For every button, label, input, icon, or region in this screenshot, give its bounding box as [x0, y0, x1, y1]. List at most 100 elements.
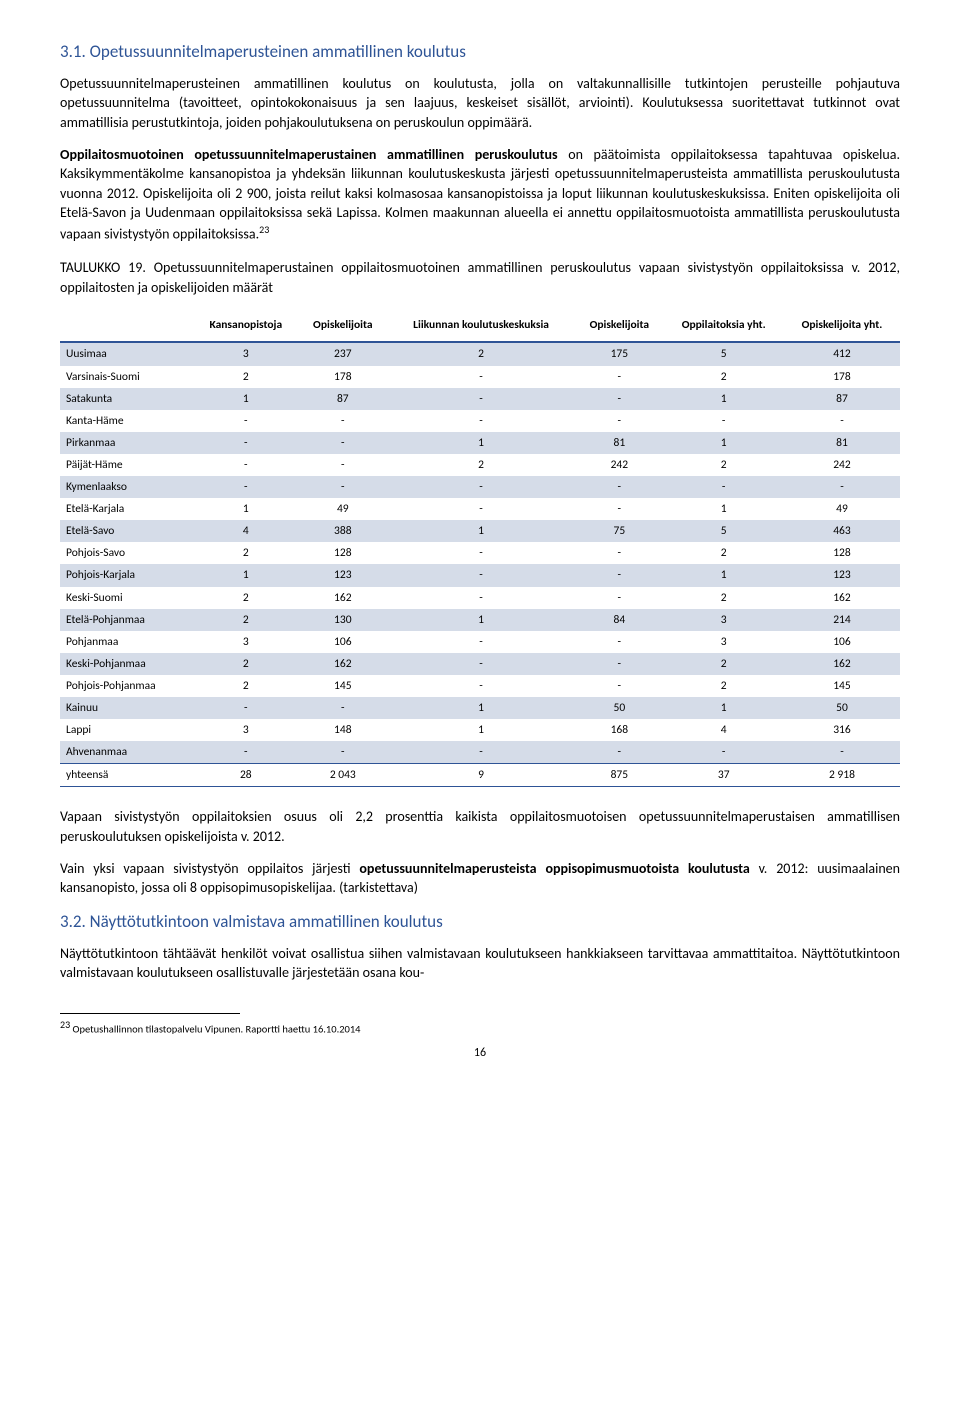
table-cell: 2: [193, 587, 299, 609]
table-row: Uusimaa323721755412: [60, 342, 900, 365]
table-cell: Uusimaa: [60, 342, 193, 365]
table-cell: 3: [193, 719, 299, 741]
table-cell: 3: [193, 342, 299, 365]
table-cell: 1: [663, 564, 783, 586]
table-cell: Ahvenanmaa: [60, 741, 193, 764]
table-row: Satakunta187--187: [60, 388, 900, 410]
table-total-cell: 875: [575, 764, 663, 787]
table-cell: -: [387, 476, 575, 498]
table-cell: -: [575, 675, 663, 697]
table-cell: 162: [299, 653, 387, 675]
table-cell: 4: [193, 520, 299, 542]
table-cell: 2: [193, 366, 299, 388]
table-cell: 1: [387, 719, 575, 741]
table-cell: Lappi: [60, 719, 193, 741]
table-cell: 316: [784, 719, 900, 741]
table-cell: Varsinais-Suomi: [60, 366, 193, 388]
section-31-p2: Oppilaitosmuotoinen opetussuunnitelmaper…: [60, 145, 900, 245]
table-header-cell: [60, 311, 193, 342]
table-cell: 1: [663, 388, 783, 410]
table-cell: 1: [387, 609, 575, 631]
table-cell: -: [299, 476, 387, 498]
table-cell: -: [784, 741, 900, 764]
table-cell: 1: [387, 432, 575, 454]
table-cell: Pohjois-Pohjanmaa: [60, 675, 193, 697]
table-row: Keski-Pohjanmaa2162--2162: [60, 653, 900, 675]
table-cell: Etelä-Karjala: [60, 498, 193, 520]
table-cell: Pohjois-Savo: [60, 542, 193, 564]
table-total-cell: 2 918: [784, 764, 900, 787]
table-cell: -: [387, 388, 575, 410]
table-cell: 242: [784, 454, 900, 476]
table-cell: Keski-Pohjanmaa: [60, 653, 193, 675]
table-cell: 242: [575, 454, 663, 476]
table-cell: 84: [575, 609, 663, 631]
table-row: Etelä-Savo43881755463: [60, 520, 900, 542]
table-cell: -: [575, 366, 663, 388]
table-cell: 463: [784, 520, 900, 542]
table-cell: 148: [299, 719, 387, 741]
table-cell: -: [387, 366, 575, 388]
table-cell: 106: [299, 631, 387, 653]
table-cell: 1: [193, 388, 299, 410]
table-cell: 130: [299, 609, 387, 631]
table-cell: 3: [663, 609, 783, 631]
table-cell: Pohjanmaa: [60, 631, 193, 653]
table-cell: 2: [193, 542, 299, 564]
footnote-ref-23: 23: [259, 223, 269, 236]
p2a: Vain yksi vapaan sivistystyön oppilaitos…: [60, 860, 359, 877]
table-cell: -: [575, 631, 663, 653]
table-cell: 178: [784, 366, 900, 388]
table-cell: Pohjois-Karjala: [60, 564, 193, 586]
table-cell: 1: [387, 697, 575, 719]
table-cell: 50: [575, 697, 663, 719]
table-header-cell: Opiskelijoita: [575, 311, 663, 342]
table-cell: -: [299, 697, 387, 719]
table-cell: -: [387, 741, 575, 764]
after-table-p1: Vapaan sivistystyön oppilaitoksien osuus…: [60, 807, 900, 846]
table-cell: Keski-Suomi: [60, 587, 193, 609]
table-header-cell: Kansanopistoja: [193, 311, 299, 342]
table-row: Lappi314811684316: [60, 719, 900, 741]
table-cell: 2: [193, 675, 299, 697]
p2-bold: Oppilaitosmuotoinen opetussuunnitelmaper…: [60, 146, 558, 163]
table-cell: -: [575, 587, 663, 609]
table-cell: -: [784, 410, 900, 432]
table-cell: -: [575, 476, 663, 498]
table-cell: 49: [299, 498, 387, 520]
p2b-bold: opetussuunnitelmaperusteista oppisopimus…: [359, 860, 749, 877]
table-cell: 1: [663, 697, 783, 719]
table-cell: -: [387, 410, 575, 432]
table-cell: Kainuu: [60, 697, 193, 719]
table-cell: 1: [193, 498, 299, 520]
section-32-p1: Näyttötutkintoon tähtäävät henkilöt voiv…: [60, 944, 900, 983]
table-cell: -: [663, 741, 783, 764]
table-header-cell: Opiskelijoita yht.: [784, 311, 900, 342]
table-cell: -: [575, 388, 663, 410]
table-header-row: KansanopistojaOpiskelijoitaLiikunnan kou…: [60, 311, 900, 342]
table-cell: 49: [784, 498, 900, 520]
table-total-cell: 37: [663, 764, 783, 787]
table-cell: 106: [784, 631, 900, 653]
footnote-num: 23: [60, 1018, 70, 1031]
table-cell: 214: [784, 609, 900, 631]
table-cell: Päijät-Häme: [60, 454, 193, 476]
table-cell: 75: [575, 520, 663, 542]
table-row: Pirkanmaa--181181: [60, 432, 900, 454]
table-total-cell: 9: [387, 764, 575, 787]
table-cell: -: [193, 410, 299, 432]
table-cell: 2: [663, 366, 783, 388]
table-19: KansanopistojaOpiskelijoitaLiikunnan kou…: [60, 311, 900, 787]
table-cell: Satakunta: [60, 388, 193, 410]
table-cell: -: [575, 564, 663, 586]
table-row: Päijät-Häme--22422242: [60, 454, 900, 476]
footnote-separator: [60, 1013, 240, 1014]
table-cell: 1: [663, 432, 783, 454]
table-cell: -: [387, 564, 575, 586]
table-cell: -: [575, 653, 663, 675]
table-cell: -: [575, 498, 663, 520]
table-cell: Etelä-Pohjanmaa: [60, 609, 193, 631]
table-cell: -: [387, 631, 575, 653]
table-cell: Kymenlaakso: [60, 476, 193, 498]
table-cell: 2: [193, 653, 299, 675]
